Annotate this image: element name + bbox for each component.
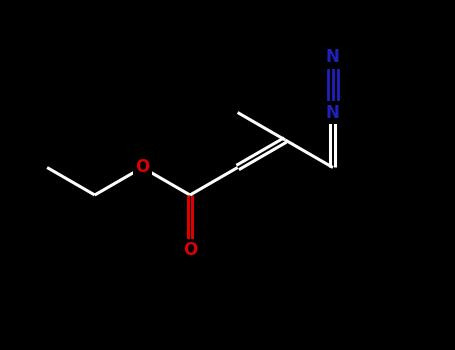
Text: O: O	[183, 241, 197, 259]
Text: O: O	[135, 159, 150, 176]
Text: N: N	[326, 49, 340, 66]
Text: N: N	[326, 104, 340, 121]
